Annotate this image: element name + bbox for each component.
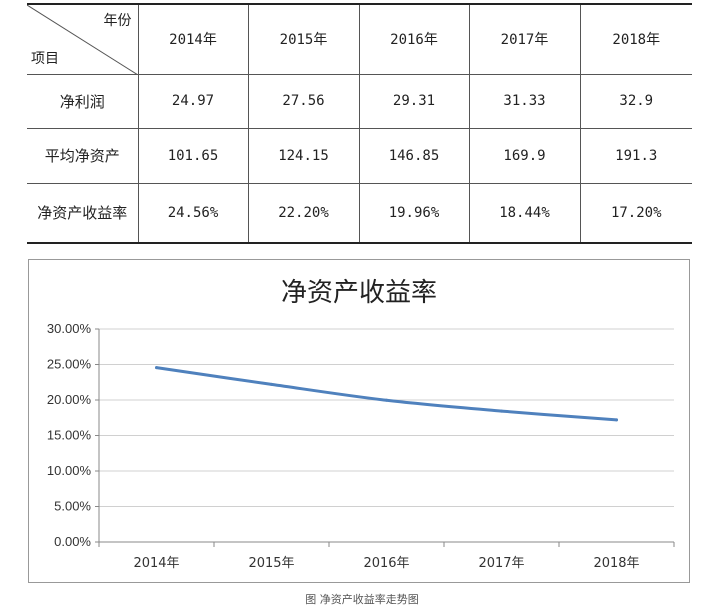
chart-title: 净资产收益率 [281, 278, 437, 308]
data-point [270, 382, 273, 386]
x-tick-label: 2018年 [593, 556, 639, 571]
figure-caption: 图 净资产收益率走势图 [305, 593, 419, 606]
tick-labels: 0.00% 5.00% 10.00% 15.00% 20.00% 25.00% 30.00%… [47, 321, 640, 571]
data-point [615, 418, 618, 422]
table-cell: 24.56% [137, 182, 249, 244]
y-tick-label: 10.00% [47, 463, 92, 478]
row-label: 平均净资产 [27, 127, 139, 184]
series-line [155, 366, 618, 422]
y-tick-label: 0.00% [54, 534, 91, 549]
y-tick-label: 5.00% [54, 499, 91, 514]
table-row-roe: 净资产收益率 24.56% 22.20% 19.96% 18.44% 17.20… [27, 182, 692, 244]
series-layer [155, 366, 618, 422]
data-point [500, 409, 503, 413]
table-cell: 18.44% [468, 182, 581, 244]
x-tick-label: 2016年 [363, 556, 409, 571]
year-header: 2014年 [137, 3, 249, 75]
year-header: 2017年 [468, 3, 581, 75]
corner-header-cell: 年份 项目 [27, 3, 139, 75]
x-tick-label: 2017年 [478, 556, 524, 571]
table-cell: 17.20% [579, 182, 692, 244]
axes [95, 328, 675, 547]
y-tick-label: 15.00% [47, 428, 92, 443]
table-cell: 24.97 [137, 73, 249, 129]
table-cell: 32.9 [579, 73, 692, 129]
table-cell: 146.85 [358, 127, 470, 184]
data-table: 年份 项目 2014年 2015年 2016年 2017年 2018年 净利润 … [27, 3, 692, 244]
y-tick-label: 30.00% [47, 321, 92, 336]
y-tick-label: 20.00% [47, 392, 92, 407]
year-header: 2015年 [247, 3, 360, 75]
table-cell: 169.9 [468, 127, 581, 184]
table-cell: 31.33 [468, 73, 581, 129]
corner-year-label: 年份 [103, 13, 132, 29]
table-cell: 124.15 [247, 127, 360, 184]
table-cell: 27.56 [247, 73, 360, 129]
table-row-net-profit: 净利润 24.97 27.56 29.31 31.33 32.9 [27, 73, 692, 129]
corner-item-label: 项目 [31, 50, 59, 67]
y-tick-label: 25.00% [47, 357, 92, 372]
table-cell: 19.96% [358, 182, 470, 244]
x-tick-label: 2014年 [133, 556, 179, 571]
row-label: 净资产收益率 [27, 182, 139, 244]
row-label: 净利润 [27, 73, 139, 129]
data-point [155, 366, 158, 370]
year-header: 2016年 [358, 3, 470, 75]
table-cell: 101.65 [137, 127, 249, 184]
table-cell: 22.20% [247, 182, 360, 244]
table-cell: 29.31 [358, 73, 470, 129]
x-tick-label: 2015年 [248, 556, 294, 571]
data-point [385, 398, 388, 402]
corner-diagonal-line [27, 5, 138, 75]
chart-area: 净资产收益率 0.00% 5.00% 10.00% 15.00% 20.00% 25.00… [28, 259, 690, 583]
table-row-average-net-assets: 平均净资产 101.65 124.15 146.85 169.9 191.3 [27, 127, 692, 184]
year-header: 2018年 [579, 3, 692, 75]
line-chart: 净资产收益率 0.00% 5.00% 10.00% 15.00% 20.00% 25.00… [47, 278, 675, 571]
table-cell: 191.3 [579, 127, 692, 184]
